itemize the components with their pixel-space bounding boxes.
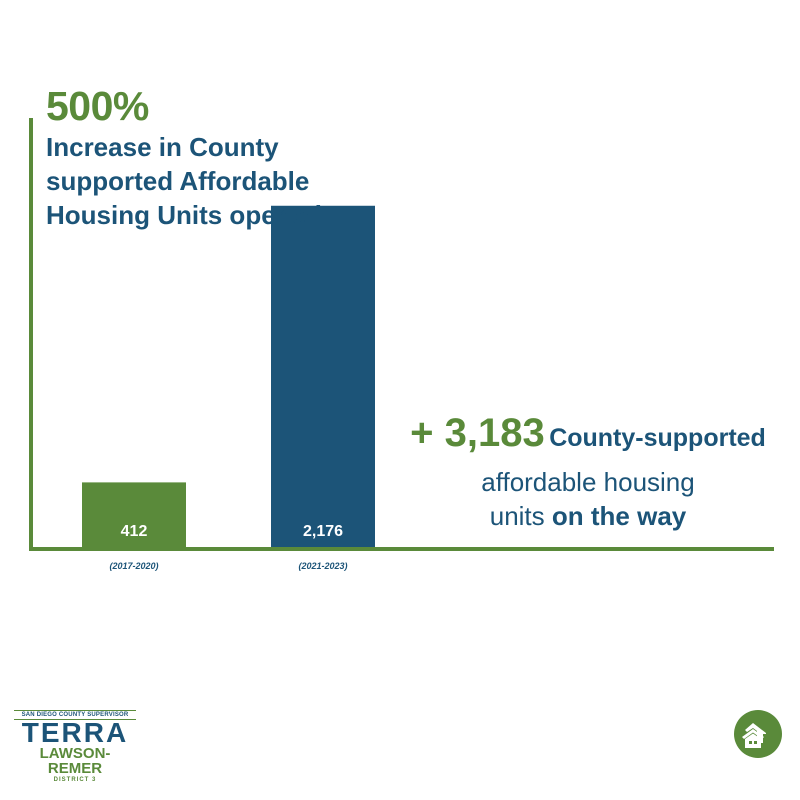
callout: + 3,183 County-supported affordable hous… xyxy=(388,410,788,533)
logo: SAN DIEGO COUNTY SUPERVISOR TERRA LAWSON… xyxy=(14,710,136,784)
logo-name-last: LAWSON-REMER xyxy=(39,745,111,777)
bar-1 xyxy=(271,205,375,547)
headline-percent: 500% xyxy=(46,83,149,129)
bar-value-label-0: 412 xyxy=(121,523,148,540)
logo-name-first: TERRA xyxy=(21,717,129,748)
logo-district: DISTRICT 3 xyxy=(53,777,97,783)
house-icon xyxy=(734,710,782,758)
callout-line1: + 3,183 County-supported xyxy=(388,410,788,465)
logo-tagline: SAN DIEGO COUNTY SUPERVISOR xyxy=(14,710,136,720)
callout-line3: units on the way xyxy=(388,499,788,533)
callout-line3-bold: on the way xyxy=(551,501,687,531)
category-label-1: (2021-2023) xyxy=(298,561,347,571)
callout-line2: affordable housing xyxy=(481,467,695,497)
callout-line1-text: County-supported xyxy=(549,424,766,452)
callout-line3-normal: units xyxy=(489,501,545,531)
headline: 500% Increase in County supported Afford… xyxy=(46,84,366,232)
callout-plus-value: + 3,183 xyxy=(410,411,545,455)
headline-description: Increase in County supported Affordable … xyxy=(46,132,322,230)
bar-value-label-1: 2,176 xyxy=(303,523,343,540)
bar-0 xyxy=(82,482,186,547)
category-label-0: (2017-2020) xyxy=(109,561,158,571)
